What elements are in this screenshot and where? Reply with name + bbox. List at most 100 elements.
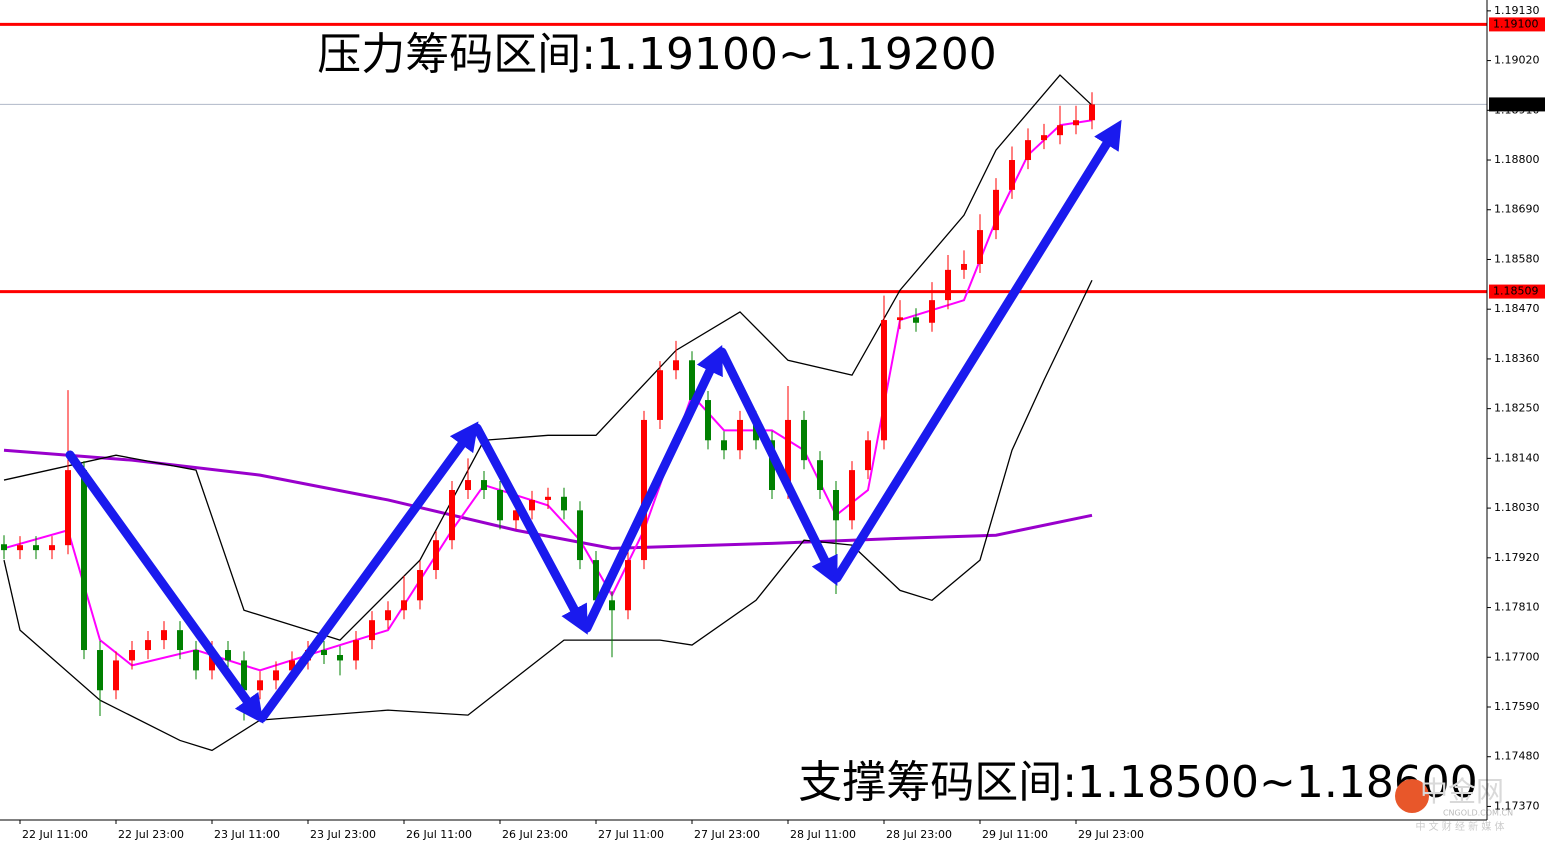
x-tick-label: 28 Jul 23:00 [886,828,952,841]
arrow [65,450,264,724]
y-tick-label: 1.18250 [1494,402,1540,415]
y-tick-label: 1.19130 [1494,4,1540,17]
price-label: 1.19100 [1493,17,1539,30]
y-tick-label: 1.17480 [1494,750,1540,763]
plot [0,22,1487,752]
y-tick-label: 1.17700 [1494,650,1540,663]
x-tick-label: 22 Jul 11:00 [22,828,88,841]
trend-arrows [65,119,1122,724]
candle-body [49,545,55,551]
y-tick-label: 1.18360 [1494,352,1540,365]
candle-body [977,230,983,264]
candle-body [449,490,455,541]
candle-body [17,545,23,551]
candle-body [833,490,839,521]
x-tick-label: 28 Jul 11:00 [790,828,856,841]
x-tick-label: 23 Jul 23:00 [310,828,376,841]
arrow [717,347,838,586]
candle-body [177,630,183,651]
candle-body [609,600,615,611]
candle-body [657,370,663,420]
candle-body [737,419,743,451]
candle-body [801,419,807,461]
candle-body [353,640,359,661]
candle-body [193,650,199,671]
candle-body [289,660,295,671]
y-tick-label: 1.18030 [1494,501,1540,514]
candle-body [65,470,71,546]
candle-body [1,544,7,551]
candle-body [97,650,103,691]
candle-body [337,655,343,661]
y-tick-label: 1.18470 [1494,302,1540,315]
y-tick-label: 1.18690 [1494,203,1540,216]
indicator-line [3,279,1093,752]
indicator-line [3,448,1093,550]
candle-body [225,650,231,661]
candle-body [481,480,487,491]
x-tick-label: 22 Jul 23:00 [118,828,184,841]
candle-body [641,419,647,561]
y-tick-label: 1.17590 [1494,700,1540,713]
axes: 1.191301.190201.189101.188001.186901.185… [19,4,1545,841]
candle-body [817,460,823,491]
logo-domain: CNGOLD.COM.CN [1443,809,1513,818]
candle-body [577,510,583,561]
candle-body [273,670,279,681]
candle-body [1009,160,1015,190]
arrow [472,423,588,635]
candle-body [897,317,903,321]
y-tick-label: 1.17370 [1494,799,1540,812]
x-tick-label: 26 Jul 11:00 [406,828,472,841]
y-tick-label: 1.19020 [1494,54,1540,67]
candle-body [705,400,711,441]
candle-body [1089,104,1095,121]
price-label: 1.18923 [1493,97,1539,110]
x-tick-label: 23 Jul 11:00 [214,828,280,841]
candle-body [993,189,999,231]
candle-body [913,317,919,323]
y-tick-label: 1.18140 [1494,451,1540,464]
price-label-box [1489,97,1545,112]
price-label-box [1489,284,1545,299]
logo [1395,779,1429,813]
candle-body [161,630,167,641]
candle-body [513,510,519,521]
plot-area [0,0,1487,820]
candle-body [1025,140,1031,161]
arrow [832,119,1122,583]
candle-body [257,680,263,691]
candle-body [721,440,727,451]
candle-body [385,610,391,621]
candle-body [1057,125,1063,136]
candle-body [369,620,375,641]
arrow [257,421,479,723]
candle-body [401,600,407,611]
candle-body [113,660,119,691]
annotation: 压力筹码区间:1.19100~1.19200 [317,29,997,80]
candle-body [545,496,551,500]
candle-body [929,300,935,323]
candle-body [689,360,695,401]
x-tick-label: 29 Jul 23:00 [1078,828,1144,841]
candle-body [321,650,327,656]
candle-body [241,660,247,691]
logo-name: 中金网 [1420,775,1504,808]
x-tick-label: 26 Jul 23:00 [502,828,568,841]
candle-body [561,496,567,511]
candle-body [417,570,423,601]
price-label-box [1489,17,1545,32]
candle-body [81,470,87,651]
x-tick-label: 27 Jul 23:00 [694,828,760,841]
candle-body [865,440,871,471]
y-tick-label: 1.17920 [1494,551,1540,564]
y-tick-label: 1.17810 [1494,601,1540,614]
candle-body [881,320,887,441]
candle-body [433,540,439,571]
candle-body [593,560,599,601]
logo-slogan: 中 文 财 经 新 媒 体 [1415,820,1504,833]
candle-body [129,650,135,661]
candle-body [145,640,151,651]
